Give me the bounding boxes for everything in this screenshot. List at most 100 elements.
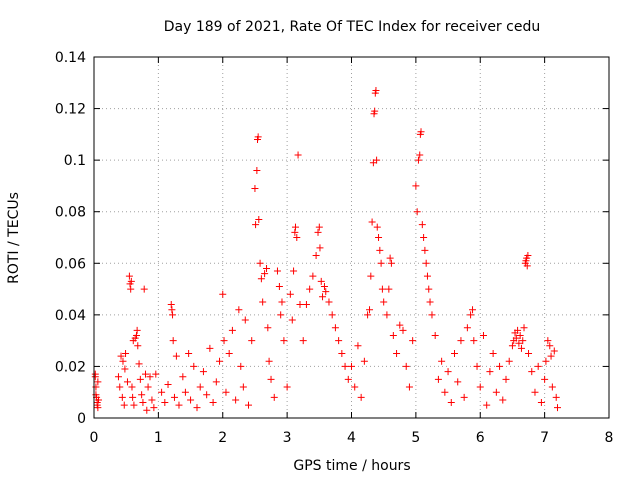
data-point [132,331,140,339]
data-point [426,298,434,306]
data-point [237,362,245,370]
data-point [341,362,349,370]
data-point [476,383,484,391]
y-tick-label: 0.1 [64,153,86,169]
data-point [128,383,136,391]
data-point [168,306,176,314]
data-point [444,368,452,376]
data-point [314,228,322,236]
data-point [423,272,431,280]
data-point [95,396,103,404]
data-point [196,383,204,391]
data-point [142,370,149,378]
grid-lines [94,57,609,418]
data-point [525,350,533,358]
data-point [125,272,133,280]
data-point [524,252,532,260]
data-point [121,365,129,373]
data-point [376,246,384,254]
data-point [280,337,288,345]
data-point [127,285,135,293]
data-point [270,393,278,401]
data-point [431,331,439,339]
chart-title: Day 189 of 2021, Rate Of TEC Index for r… [164,19,540,35]
data-point [169,311,177,319]
data-point [516,331,524,339]
data-point [187,396,195,404]
data-point [91,373,99,381]
data-point [294,151,302,159]
data-point [254,133,262,141]
data-point [256,259,264,267]
data-point [302,301,310,309]
data-point [371,107,379,115]
data-point [306,285,314,293]
data-point [264,324,272,332]
data-point [316,244,324,252]
data-point [413,208,421,216]
data-point [255,215,263,223]
axes: 0 1 2 3 4 5 6 7 8 0 0.02 0.04 0.06 0.08 0.1 0.12 0.14 [55,50,614,446]
data-point [275,282,283,290]
data-point [212,378,220,386]
data-point [537,399,545,407]
data-point [523,262,531,270]
data-point [460,393,468,401]
data-point [167,301,175,309]
data-point [248,337,256,345]
data-point [117,352,125,360]
data-point [383,311,391,319]
data-point [496,362,504,370]
data-point [467,311,475,319]
data-point [114,373,122,381]
x-tick-label: 4 [347,430,356,446]
data-point [175,401,183,409]
data-point [253,166,261,174]
data-point [291,228,299,236]
data-point [338,350,346,358]
data-point [118,393,126,401]
data-point [267,375,275,383]
data-point [393,350,401,358]
data-point [219,290,227,298]
data-point [344,375,352,383]
data-point [364,311,372,319]
data-point [508,342,516,350]
data-point [122,350,130,358]
data-point [241,316,249,324]
data-point [373,223,381,231]
data-point [190,362,198,370]
data-point [377,259,385,267]
data-point [228,326,236,334]
data-point [417,128,425,136]
data-point [528,368,536,376]
data-point [265,357,273,365]
data-point [193,404,201,412]
data-point [143,406,151,414]
x-tick-label: 1 [154,430,163,446]
data-point [531,388,539,396]
data-point [263,264,271,272]
data-point [515,339,523,347]
data-point [152,370,160,378]
data-point [514,326,522,334]
data-point [354,342,362,350]
data-point [360,357,368,365]
data-point [389,331,397,339]
data-point [220,337,228,345]
data-point [378,285,386,293]
data-point [291,223,299,231]
x-tick-label: 5 [411,430,420,446]
data-point [517,344,525,352]
data-point [293,234,301,241]
y-axis-label: ROTI / TECUs [6,192,22,284]
x-tick-label: 3 [283,430,292,446]
data-points [91,87,561,414]
data-point [199,368,207,376]
data-point [120,401,128,409]
data-point [368,218,376,226]
data-point [123,378,131,386]
y-tick-label: 0.04 [55,308,86,324]
data-point [454,378,462,386]
